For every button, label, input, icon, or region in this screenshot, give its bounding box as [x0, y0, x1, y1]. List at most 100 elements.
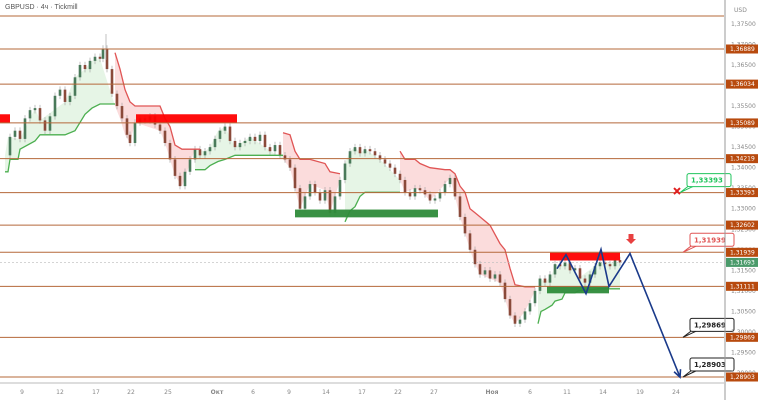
level-badge [726, 44, 758, 54]
time-tick: 22 [394, 389, 402, 396]
candle-bull [353, 147, 357, 152]
level-badge [726, 79, 758, 89]
candle-bull [48, 116, 52, 131]
candle-bear [498, 274, 502, 283]
candle-bull [588, 274, 592, 283]
price-tick: 1,29500 [731, 349, 756, 356]
candle-bear [408, 192, 412, 197]
time-tick: 12 [56, 389, 64, 396]
callout-box [686, 173, 732, 188]
callout-text: 1,31939 [694, 236, 726, 244]
level-badge-text: 1,33393 [730, 190, 755, 197]
currency-label: USD [734, 7, 747, 14]
candle-bear [473, 249, 477, 265]
candle-bull [203, 151, 207, 156]
candle-bull [58, 89, 62, 96]
candle-bull [323, 190, 327, 201]
candle-bear [283, 155, 287, 160]
level-badge [726, 154, 758, 164]
candle-bull [338, 179, 342, 197]
candle-bear [503, 282, 507, 300]
candle-bear [513, 315, 517, 324]
level-badge-text: 1,31939 [730, 249, 755, 256]
callout-text: 1,28903 [694, 361, 726, 369]
candle-bull [433, 198, 437, 201]
time-tick: 27 [430, 389, 438, 396]
price-tick: 1,34000 [731, 165, 756, 172]
time-tick: 19 [636, 389, 644, 396]
price-tick: 1,37500 [731, 21, 756, 28]
candle-bull [363, 149, 367, 154]
time-axis[interactable]: 9 12 17 22 25 Окт 6 9 14 17 22 27 Ноя 6 11 14 19 24 [0, 382, 724, 396]
candle-bull [448, 177, 452, 185]
zones [0, 114, 620, 294]
candle-bear [120, 106, 124, 119]
candle-bear [105, 48, 109, 70]
supertrend-fill-up [538, 262, 620, 324]
supertrend-line-down [399, 150, 535, 288]
candle-bear [110, 69, 114, 94]
time-tick: 6 [251, 389, 255, 396]
candle-bull [33, 108, 37, 111]
price-axis[interactable]: USD1,375001,370001,365001,360001,355001,… [724, 0, 758, 400]
supertrend-line-down [114, 52, 200, 150]
level-badge [726, 332, 758, 342]
candle-bear [278, 145, 282, 156]
candle-bull [493, 274, 497, 279]
candle-bull [8, 136, 12, 156]
candle-bull [23, 118, 27, 139]
price-tick: 1,36500 [731, 62, 756, 69]
time-tick: 17 [358, 389, 366, 396]
candle-bull [348, 151, 352, 164]
candle-bull [333, 196, 337, 213]
candle-bear [358, 147, 362, 154]
time-tick: Окт [211, 389, 224, 396]
candle-bull [208, 147, 212, 152]
candle-bear [393, 167, 397, 174]
price-tick: 1,31500 [731, 267, 756, 274]
candle-bear [268, 147, 272, 152]
candle-bear [293, 167, 297, 189]
level-badge-text: 1,35089 [730, 120, 755, 127]
candle-bear [453, 177, 457, 197]
candle-bull [523, 311, 527, 320]
candle-bull [68, 95, 72, 102]
candle-bull [308, 184, 312, 197]
candle-bull [598, 262, 602, 267]
candle-bull [248, 136, 252, 141]
supertrend-line-up [5, 103, 115, 173]
candle-bear [125, 118, 129, 135]
candle-bear [403, 179, 407, 193]
resistance-zone [550, 252, 620, 261]
candle-bull [28, 110, 32, 119]
level-badge [726, 281, 758, 291]
candle-bear [313, 184, 317, 193]
candle-bear [298, 188, 302, 209]
level-badge-text: 1,32602 [730, 222, 755, 229]
candle-bear [83, 64, 87, 70]
candle-bull [258, 134, 262, 141]
candle-bear [228, 126, 232, 141]
price-tick: 1,30000 [731, 329, 756, 336]
supertrend-line-up [195, 154, 283, 171]
support-zone [295, 209, 438, 218]
level-badge-text: 1,36889 [730, 46, 755, 53]
candle-bull [548, 274, 552, 283]
time-tick: 9 [20, 389, 24, 396]
cross-icon [673, 187, 681, 195]
time-tick: Ноя [486, 389, 499, 396]
candle-bear [488, 270, 492, 279]
candle-bear [583, 278, 587, 283]
candle-bear [578, 268, 582, 279]
candle-bull [573, 268, 577, 271]
time-tick: 11 [563, 389, 571, 396]
level-badge-text: 1,29869 [730, 334, 755, 341]
candle-bear [468, 233, 472, 250]
candle-bull [593, 266, 597, 275]
level-badge-text: 1,31111 [730, 283, 755, 290]
candle-bull [538, 278, 542, 291]
level-badge [726, 372, 758, 382]
candle-bear [63, 89, 67, 102]
callout-text: 1,29869 [694, 321, 726, 329]
